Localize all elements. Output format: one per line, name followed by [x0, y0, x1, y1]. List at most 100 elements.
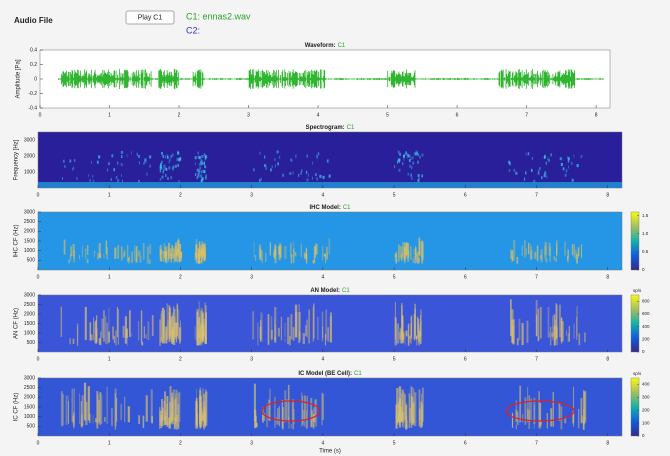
texture-streak — [560, 157, 562, 160]
texture-streak — [264, 156, 265, 159]
texture-streak — [149, 244, 151, 254]
texture-streak — [129, 310, 131, 337]
texture-streak — [415, 309, 416, 339]
plot-area — [38, 132, 622, 188]
texture-streak — [315, 399, 317, 426]
texture-streak — [312, 177, 313, 180]
texture-streak — [319, 175, 321, 178]
texture-streak — [303, 333, 305, 344]
texture-streak — [581, 244, 582, 258]
texture-streak — [294, 409, 295, 424]
texture-streak — [270, 242, 271, 255]
texture-streak — [564, 242, 565, 256]
texture-streak — [397, 161, 398, 164]
texture-streak — [550, 153, 551, 156]
colorbar-tick-label: 1.5 — [642, 213, 649, 218]
texture-streak — [200, 390, 201, 426]
texture-streak — [174, 317, 175, 340]
x-tick-label: 3 — [250, 192, 253, 198]
texture-streak — [123, 326, 125, 338]
y-tick-label: 2500 — [24, 302, 35, 308]
texture-streak — [179, 158, 181, 161]
x-tick-label: 0 — [39, 112, 42, 118]
y-tick-label: 1500 — [24, 404, 35, 410]
texture-streak — [138, 415, 140, 424]
texture-streak — [293, 399, 294, 429]
texture-streak — [270, 168, 272, 171]
texture-streak — [160, 169, 161, 172]
texture-streak — [284, 246, 286, 259]
texture-streak — [77, 326, 78, 343]
texture-streak — [407, 153, 408, 156]
texture-streak — [85, 402, 87, 425]
texture-streak — [162, 308, 164, 344]
texture-streak — [73, 250, 75, 262]
texture-streak — [410, 246, 412, 259]
texture-streak — [196, 309, 198, 342]
audio-file-label: Audio File — [14, 16, 53, 25]
x-tick-label: 8 — [606, 274, 609, 280]
x-tick-label: 1 — [108, 112, 111, 118]
texture-streak — [569, 326, 570, 341]
texture-streak — [322, 245, 323, 260]
x-tick-label: 2 — [179, 356, 182, 362]
texture-streak — [112, 326, 114, 339]
title-channel: C1 — [354, 371, 362, 377]
texture-streak — [402, 412, 404, 423]
texture-streak — [403, 155, 405, 158]
texture-streak — [72, 168, 73, 171]
x-tick-label: 2 — [179, 192, 182, 198]
texture-streak — [131, 333, 132, 336]
texture-streak — [123, 253, 125, 258]
y-tick-label: 3000 — [24, 375, 35, 381]
texture-streak — [554, 326, 556, 346]
texture-streak — [177, 151, 178, 154]
texture-streak — [515, 410, 517, 422]
texture-streak — [515, 172, 517, 175]
y-axis-label: Amplitude [Pa] — [16, 59, 22, 98]
texture-streak — [169, 307, 171, 339]
panel-title: Waveform:C1 — [305, 43, 346, 49]
texture-streak — [144, 326, 145, 338]
x-tick-label: 4 — [321, 192, 324, 198]
texture-streak — [408, 323, 409, 345]
texture-streak — [93, 415, 94, 424]
texture-streak — [62, 177, 63, 180]
texture-streak — [401, 315, 403, 343]
texture-streak — [198, 171, 200, 174]
texture-streak — [137, 153, 138, 156]
texture-streak — [578, 333, 580, 345]
texture-streak — [327, 159, 329, 162]
texture-streak — [138, 251, 140, 257]
texture-streak — [165, 411, 166, 421]
texture-streak — [171, 393, 173, 421]
texture-streak — [402, 162, 403, 165]
texture-streak — [125, 316, 127, 343]
texture-streak — [275, 164, 276, 167]
texture-streak — [92, 175, 93, 178]
texture-streak — [326, 247, 328, 260]
texture-streak — [88, 386, 90, 420]
texture-streak — [583, 421, 585, 430]
texture-streak — [329, 175, 331, 178]
texture-streak — [413, 258, 415, 263]
texture-streak — [282, 174, 283, 177]
texture-streak — [287, 317, 289, 344]
colorbar-tick-label: 200 — [642, 407, 650, 412]
title-text: Waveform: — [305, 43, 336, 49]
texture-streak — [105, 316, 106, 344]
texture-streak — [323, 176, 325, 179]
play-button-label[interactable]: Play C1 — [138, 14, 163, 21]
texture-streak — [85, 248, 86, 258]
texture-streak — [398, 412, 399, 422]
texture-streak — [307, 155, 308, 158]
texture-streak — [66, 396, 68, 425]
texture-streak — [403, 246, 404, 255]
x-tick-label: 2 — [179, 274, 182, 280]
texture-streak — [111, 154, 113, 157]
texture-streak — [317, 156, 318, 159]
texture-streak — [148, 321, 150, 340]
texture-streak — [195, 326, 196, 340]
texture-streak — [162, 251, 164, 262]
texture-streak — [167, 156, 169, 159]
